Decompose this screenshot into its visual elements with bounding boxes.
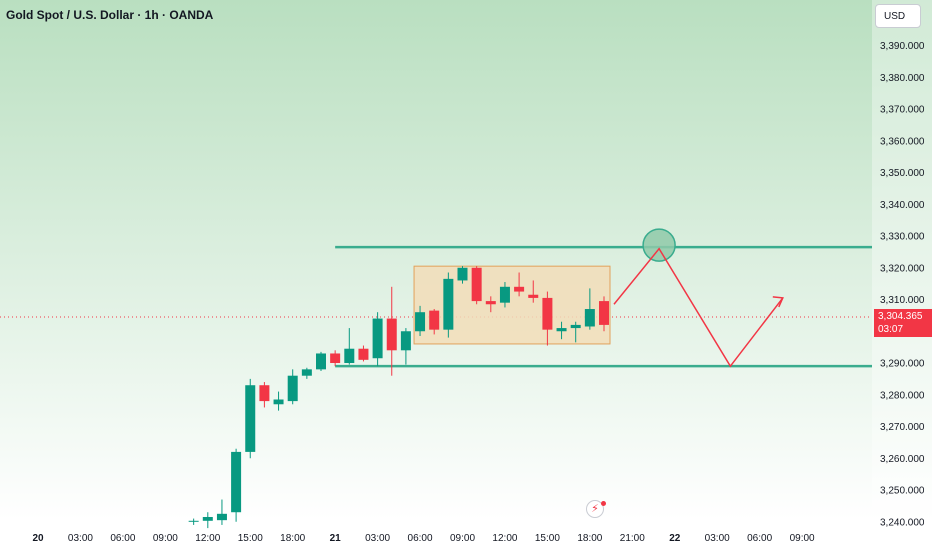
price-tick-label: 3,260.000 bbox=[880, 454, 925, 465]
candle-body[interactable] bbox=[316, 353, 326, 370]
time-tick-label: 21:00 bbox=[620, 533, 645, 544]
price-tick-label: 3,320.000 bbox=[880, 263, 925, 274]
time-tick-label: 06:00 bbox=[747, 533, 772, 544]
price-tick-label: 3,340.000 bbox=[880, 200, 925, 211]
candle-body[interactable] bbox=[216, 513, 227, 521]
projection-arrowhead bbox=[772, 296, 784, 308]
candle-body[interactable] bbox=[245, 385, 256, 452]
time-tick-label: 03:00 bbox=[365, 533, 390, 544]
time-tick-label: 09:00 bbox=[790, 533, 815, 544]
time-tick-label: 18:00 bbox=[577, 533, 602, 544]
time-tick-label: 15:00 bbox=[535, 533, 560, 544]
candle-body[interactable] bbox=[528, 294, 539, 298]
candle-body[interactable] bbox=[188, 520, 199, 522]
currency-button[interactable]: USD bbox=[875, 4, 921, 28]
price-tick-label: 3,350.000 bbox=[880, 168, 925, 179]
candle-body[interactable] bbox=[542, 297, 553, 330]
candle-body[interactable] bbox=[273, 399, 284, 405]
current-price-label: 3,304.365 bbox=[878, 311, 923, 322]
bar-countdown-label: 03:07 bbox=[878, 324, 904, 335]
time-tick-label: 12:00 bbox=[492, 533, 517, 544]
time-tick-label: 12:00 bbox=[195, 533, 220, 544]
time-tick-label: 09:00 bbox=[450, 533, 475, 544]
candle-body[interactable] bbox=[400, 331, 411, 351]
resistance-test-marker[interactable] bbox=[642, 228, 676, 262]
price-tick-label: 3,280.000 bbox=[880, 390, 925, 401]
candles-layer bbox=[188, 266, 609, 529]
candle-body[interactable] bbox=[386, 318, 397, 351]
current-price-tag: 3,304.365 03:07 bbox=[874, 309, 932, 337]
time-tick-label: 09:00 bbox=[153, 533, 178, 544]
symbol-title[interactable]: Gold Spot / U.S. Dollar · 1h · OANDA bbox=[6, 8, 214, 22]
price-tick-label: 3,290.000 bbox=[880, 359, 925, 370]
time-axis-background bbox=[0, 520, 932, 550]
candle-body[interactable] bbox=[556, 328, 567, 332]
time-tick-label: 06:00 bbox=[110, 533, 135, 544]
candle-body[interactable] bbox=[344, 348, 355, 363]
candle-body[interactable] bbox=[301, 369, 312, 376]
time-tick-label: 20 bbox=[32, 533, 44, 544]
price-tick-label: 3,270.000 bbox=[880, 422, 925, 433]
price-tick-label: 3,390.000 bbox=[880, 41, 925, 52]
candle-body[interactable] bbox=[514, 286, 525, 292]
candle-body[interactable] bbox=[570, 324, 581, 329]
price-tick-label: 3,240.000 bbox=[880, 517, 925, 528]
candle-body[interactable] bbox=[599, 301, 609, 325]
time-tick-label: 03:00 bbox=[705, 533, 730, 544]
time-axis[interactable]: 20 03:00 06:00 09:00 12:00 15:00 18:00 21 03:00 0… bbox=[32, 533, 815, 544]
candle-body[interactable] bbox=[358, 348, 369, 360]
price-tick-label: 3,360.000 bbox=[880, 136, 925, 147]
time-tick-label: 22 bbox=[669, 533, 681, 544]
price-tick-label: 3,330.000 bbox=[880, 232, 925, 243]
candle-body[interactable] bbox=[259, 385, 270, 402]
price-tick-label: 3,380.000 bbox=[880, 73, 925, 84]
price-axis-background bbox=[872, 0, 932, 520]
candle-body[interactable] bbox=[584, 309, 595, 327]
candle-body[interactable] bbox=[231, 451, 242, 513]
overlay-layer bbox=[613, 228, 784, 368]
candle-body[interactable] bbox=[457, 267, 468, 281]
price-tick-label: 3,250.000 bbox=[880, 486, 925, 497]
candle-body[interactable] bbox=[415, 312, 426, 332]
candle-body[interactable] bbox=[202, 516, 213, 521]
time-tick-label: 21 bbox=[330, 533, 342, 544]
candle-body[interactable] bbox=[443, 278, 454, 330]
time-tick-label: 06:00 bbox=[408, 533, 433, 544]
time-tick-label: 18:00 bbox=[280, 533, 305, 544]
projection-path[interactable] bbox=[613, 247, 784, 368]
candle-body[interactable] bbox=[372, 318, 383, 359]
price-tick-label: 3,310.000 bbox=[880, 295, 925, 306]
candle-body[interactable] bbox=[499, 286, 510, 303]
chart-background bbox=[0, 0, 932, 520]
candle-body[interactable] bbox=[287, 375, 298, 402]
notification-dot bbox=[601, 501, 606, 506]
lightning-icon[interactable]: ⚡ bbox=[586, 500, 604, 518]
candle-body[interactable] bbox=[471, 267, 482, 302]
candle-body[interactable] bbox=[429, 310, 440, 330]
time-tick-label: 03:00 bbox=[68, 533, 93, 544]
price-tick-label: 3,370.000 bbox=[880, 105, 925, 116]
candle-body[interactable] bbox=[330, 353, 341, 363]
candle-body[interactable] bbox=[485, 301, 496, 305]
time-tick-label: 15:00 bbox=[238, 533, 263, 544]
